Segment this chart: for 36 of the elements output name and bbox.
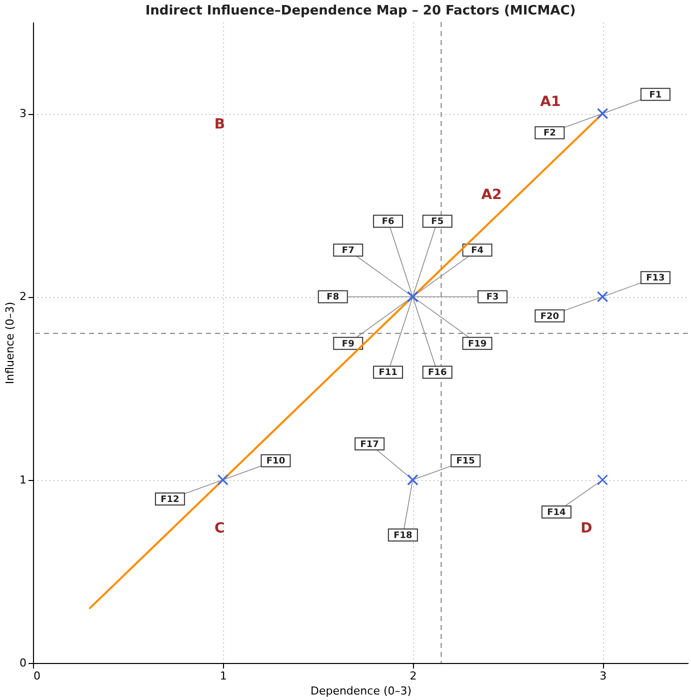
y-tick-label: 2	[20, 290, 26, 304]
y-tick-label: 1	[20, 473, 26, 486]
annotation: F15	[456, 456, 475, 467]
y-axis-title: Influence (0–3)	[4, 302, 16, 384]
x-tick-label: 2	[410, 670, 417, 682]
annotation: C	[214, 520, 225, 536]
annotation: F13	[646, 274, 665, 284]
annotation: F11	[378, 368, 398, 378]
annotation: F4	[471, 246, 484, 256]
y-tick-label: 3	[20, 107, 26, 120]
x-tick-label: 3	[600, 670, 607, 682]
y-tick-label: 0	[20, 656, 26, 670]
annotation: F17	[360, 440, 379, 450]
annotation: F7	[342, 246, 354, 256]
annotation: F3	[486, 292, 499, 303]
annotation: F16	[428, 368, 447, 378]
annotation: F20	[540, 312, 560, 322]
annotation: D	[580, 520, 592, 536]
annotation: F19	[468, 339, 487, 350]
annotation: B	[214, 116, 226, 133]
annotation: F14	[547, 508, 566, 518]
x-tick-label: 1	[220, 670, 227, 682]
annotation: F6	[382, 217, 394, 228]
annotation: F10	[266, 456, 286, 467]
annotation: F2	[543, 128, 556, 139]
annotation: A2	[481, 187, 502, 204]
annotation: F8	[326, 292, 340, 303]
annotation: F18	[394, 530, 412, 541]
chart-title: Indirect Influence–Dependence Map – 20 Factors (MICMAC)	[145, 4, 576, 18]
annotation: F9	[342, 339, 354, 350]
annotation: F1	[649, 90, 662, 100]
annotation: A1	[540, 94, 561, 110]
x-axis-title: Dependence (0–3)	[310, 684, 412, 698]
x-tick-label: 0	[34, 670, 40, 682]
annotation: F5	[431, 217, 444, 228]
annotation: F12	[160, 494, 180, 505]
